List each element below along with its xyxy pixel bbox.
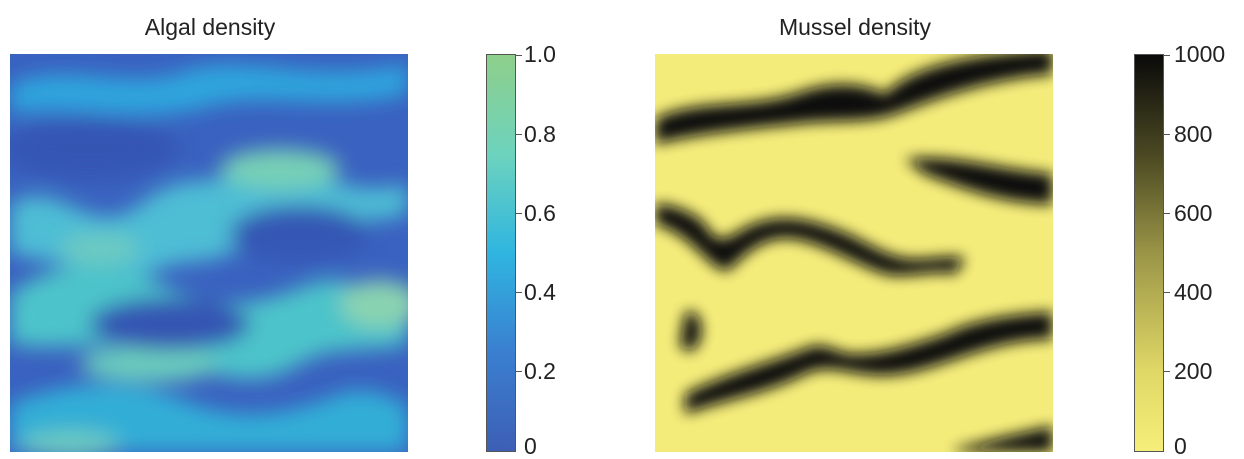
mussel-band-5: [685, 312, 1053, 414]
mussel-tickmark-800: [1164, 134, 1170, 135]
mussel-tick-label: 0: [1174, 433, 1187, 459]
algal-patch-4: [340, 280, 408, 328]
algal-dark-3: [90, 298, 250, 350]
algal-tick-label: 0.2: [524, 358, 556, 384]
algal-tickmark-1: [516, 55, 522, 56]
algal-title: Algal density: [144, 14, 276, 40]
algal-patch-1: [220, 149, 340, 189]
mussel-tickmark-400: [1164, 292, 1170, 293]
algal-band-1: [10, 64, 408, 115]
algal-heatmap: [10, 54, 408, 452]
mussel-title: Mussel density: [778, 14, 932, 40]
mussel-tick-label: 600: [1174, 200, 1213, 226]
mussel-band-2: [905, 157, 1053, 204]
mussel-band-6: [955, 426, 1053, 452]
algal-tickmark-04: [516, 292, 522, 293]
mussel-tickmark-600: [1164, 213, 1170, 214]
mussel-band-3: [655, 204, 965, 276]
algal-dark-1: [10, 119, 180, 179]
algal-tickmark-02: [516, 371, 522, 372]
mussel-colorbar: [1134, 54, 1164, 452]
mussel-tick-label: 800: [1174, 121, 1213, 147]
mussel-tickmark-200: [1164, 371, 1170, 372]
mussel-heatmap: [655, 54, 1053, 452]
mussel-tick-label: 1000: [1174, 41, 1226, 67]
algal-tick-label: 0: [524, 433, 537, 459]
mussel-band-4: [680, 311, 702, 351]
algal-colorbar: [486, 54, 516, 452]
mussel-tickmark-1000: [1164, 55, 1170, 56]
mussel-band-1: [655, 54, 1053, 144]
algal-dark-2: [230, 206, 370, 262]
algal-tickmark-06: [516, 213, 522, 214]
algal-patch-5: [20, 430, 120, 452]
algal-tick-label: 1.0: [524, 41, 556, 67]
algal-tickmark-08: [516, 134, 522, 135]
algal-patch-2: [60, 233, 140, 265]
algal-patch-3: [80, 346, 220, 382]
mussel-tick-label: 400: [1174, 279, 1213, 305]
mussel-tick-label: 200: [1174, 358, 1213, 384]
algal-tick-label: 0.6: [524, 200, 556, 226]
algal-tick-label: 0.4: [524, 279, 556, 305]
algal-tick-label: 0.8: [524, 121, 556, 147]
algal-band-4: [10, 384, 408, 452]
